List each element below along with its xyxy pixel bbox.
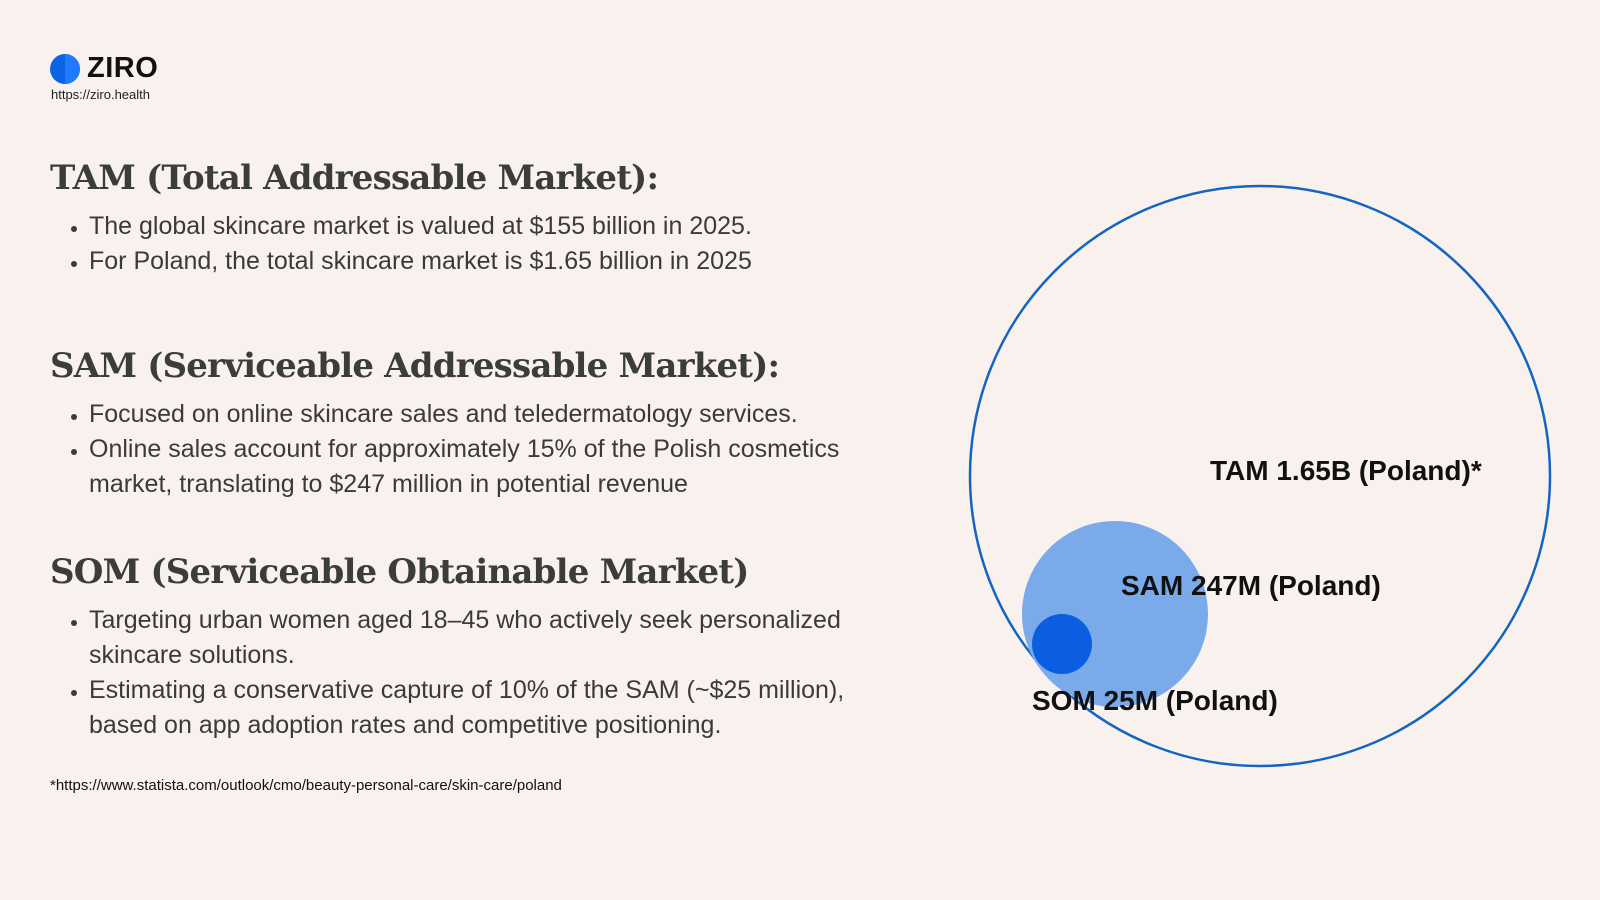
list-item: Online sales account for approximately 1… bbox=[89, 432, 890, 502]
list-item: Targeting urban women aged 18–45 who act… bbox=[89, 603, 910, 673]
list-item: Estimating a conservative capture of 10%… bbox=[89, 673, 910, 743]
brand-url[interactable]: https://ziro.health bbox=[51, 87, 150, 102]
list-item: For Poland, the total skincare market is… bbox=[89, 244, 890, 279]
tam-section: TAM (Total Addressable Market): The glob… bbox=[50, 158, 890, 279]
som-label: SOM 25M (Poland) bbox=[1032, 685, 1278, 716]
source-footnote[interactable]: *https://www.statista.com/outlook/cmo/be… bbox=[50, 777, 562, 794]
sam-section: SAM (Serviceable Addressable Market): Fo… bbox=[50, 346, 890, 502]
tam-label: TAM 1.65B (Poland)* bbox=[1210, 455, 1482, 486]
tam-bullets: The global skincare market is valued at … bbox=[50, 209, 890, 279]
list-item: Focused on online skincare sales and tel… bbox=[89, 397, 890, 432]
som-section: SOM (Serviceable Obtainable Market) Targ… bbox=[50, 552, 910, 743]
sam-label: SAM 247M (Poland) bbox=[1121, 570, 1381, 601]
brand-name: ZIRO bbox=[87, 52, 159, 84]
sam-heading: SAM (Serviceable Addressable Market): bbox=[50, 346, 780, 386]
tam-heading: TAM (Total Addressable Market): bbox=[50, 158, 659, 198]
brand-logo[interactable]: ZIRO https://ziro.health bbox=[50, 52, 158, 102]
som-heading: SOM (Serviceable Obtainable Market) bbox=[50, 552, 749, 592]
som-circle bbox=[1032, 614, 1092, 674]
sam-bullets: Focused on online skincare sales and tel… bbox=[50, 397, 890, 502]
tam-circle bbox=[968, 184, 1552, 768]
sam-circle bbox=[1022, 521, 1208, 707]
ziro-logo-icon bbox=[50, 53, 80, 84]
list-item: The global skincare market is valued at … bbox=[89, 209, 890, 244]
som-bullets: Targeting urban women aged 18–45 who act… bbox=[50, 603, 910, 743]
